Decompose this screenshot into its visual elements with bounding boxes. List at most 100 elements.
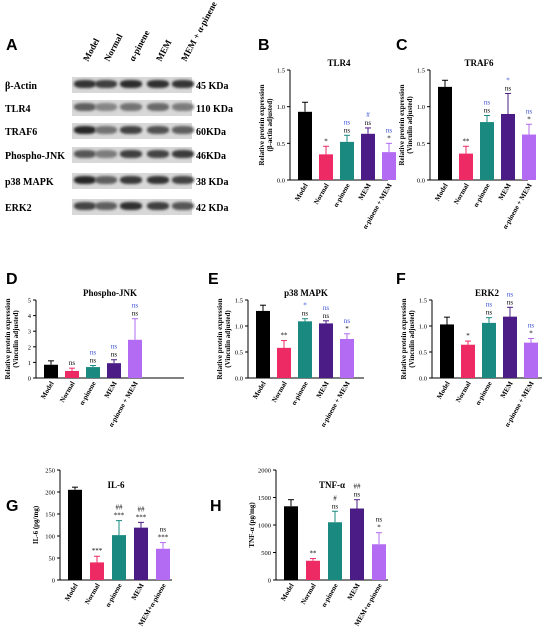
bar — [440, 324, 454, 378]
bar — [328, 522, 342, 580]
bar — [319, 323, 333, 378]
category-label: α-pinene — [78, 380, 98, 407]
significance-label: ns — [344, 126, 351, 134]
y-tick-label: 0.5 — [417, 141, 425, 148]
y-tick-label: 4 — [28, 313, 32, 320]
blot-band — [120, 202, 142, 210]
blot-band — [172, 126, 194, 134]
category-label: Normal — [58, 380, 76, 404]
y-tick-label: 5 — [28, 298, 31, 305]
y-tick-label: 0.0 — [235, 376, 243, 383]
chart-title: p38 MAPK — [284, 288, 328, 298]
y-axis-label: (Vinculin adjusted) — [408, 310, 416, 368]
bar — [382, 152, 396, 180]
significance-label: ns — [484, 98, 491, 106]
category-label: MEM — [130, 582, 146, 602]
category-label: Model — [293, 182, 309, 203]
significance-label: ** — [463, 137, 471, 145]
significance-label: ns — [486, 309, 493, 317]
blot-band — [172, 150, 194, 158]
significance-label: * — [377, 524, 381, 532]
significance-label: ns — [365, 119, 372, 127]
significance-label: ** — [310, 550, 318, 558]
blot-band — [74, 202, 96, 210]
bar — [128, 339, 142, 378]
blot-band — [120, 103, 142, 111]
significance-label: ns — [323, 304, 330, 312]
y-tick-label: 3 — [28, 329, 31, 336]
chart-panel-B: B TLR4 0.0 0.5 1.0 1.5 Relative protein expres… — [258, 37, 396, 231]
bar — [459, 153, 473, 180]
blot-band — [172, 80, 194, 88]
blot-band — [74, 176, 96, 184]
category-label: Model — [39, 380, 55, 401]
blot-band — [147, 150, 169, 158]
category-label: α-pinene — [332, 182, 352, 209]
bar — [68, 489, 82, 580]
y-tick-label: 1.5 — [235, 298, 243, 305]
significance-label: # — [366, 111, 370, 119]
y-axis-label: Relative protein expression — [398, 84, 406, 165]
y-tick-label: 200 — [45, 490, 55, 497]
bar — [480, 122, 494, 180]
bar — [438, 86, 452, 180]
blot-band — [147, 80, 169, 88]
panel-letter-A: A — [6, 37, 18, 54]
bar — [277, 347, 291, 378]
chart-panel-G: G IL-6 0 50 100 150 200 250 IL-6 (pg/mg) Model Nor… — [6, 468, 172, 628]
y-axis-label: (β-actin adjusted) — [266, 98, 274, 152]
blot-band — [74, 150, 96, 158]
significance-label: ns — [132, 310, 139, 318]
significance-label: * — [345, 325, 349, 333]
significance-label: ## — [116, 504, 124, 512]
blot-band — [120, 150, 142, 158]
blot-band — [120, 176, 142, 184]
category-label: MEM — [346, 582, 362, 602]
significance-label: * — [466, 332, 470, 340]
y-tick-label: 1000 — [258, 523, 271, 530]
y-tick-label: 2 — [28, 344, 31, 351]
bar — [501, 114, 515, 180]
chart-title: TNF-α — [319, 480, 345, 490]
significance-label: ns — [354, 491, 361, 499]
significance-label: ns — [528, 321, 535, 329]
blot-band — [74, 80, 96, 88]
y-axis-label: (Vinculin adjusted) — [406, 96, 414, 154]
protein-label: TRAF6 — [5, 127, 37, 138]
bar — [134, 527, 148, 580]
y-tick-label: 0 — [52, 578, 55, 585]
kda-label: 42 KDa — [196, 203, 229, 214]
blot-band — [172, 202, 194, 210]
significance-label: ns — [386, 126, 393, 134]
protein-label: TLR4 — [5, 104, 31, 115]
y-tick-label: 0 — [28, 376, 31, 383]
y-tick-label: 0.5 — [277, 141, 285, 148]
western-blot-panel — [0, 0, 242, 225]
significance-label: ns — [344, 118, 351, 126]
significance-label: ns — [484, 106, 491, 114]
bar — [524, 342, 538, 378]
y-tick-label: 250 — [45, 468, 55, 475]
y-tick-label: 100 — [45, 534, 55, 541]
significance-label: *** — [92, 547, 103, 555]
bar — [319, 154, 333, 180]
category-label: MEM — [357, 182, 373, 202]
y-tick-label: 1500 — [258, 495, 271, 502]
chart-title: TLR4 — [327, 58, 351, 68]
category-label: Normal — [299, 582, 317, 606]
category-label: α-pinene — [320, 582, 340, 609]
category-label: Model — [279, 582, 295, 603]
bar — [44, 364, 58, 378]
blot-band — [120, 126, 142, 134]
significance-label: ns — [132, 302, 139, 310]
y-tick-label: 2000 — [258, 468, 271, 475]
kda-label: 38 KDa — [196, 177, 229, 188]
significance-label: *** — [114, 512, 125, 520]
chart-title: Phospho-JNK — [83, 288, 137, 298]
significance-label: # — [333, 494, 337, 502]
blot-band — [172, 176, 194, 184]
significance-label: ns — [507, 298, 514, 306]
chart-panel-H: H TNF-α 0 500 1000 1500 2000 TNF-α (pg/mg) Model… — [210, 468, 388, 628]
y-tick-label: 150 — [45, 512, 55, 519]
